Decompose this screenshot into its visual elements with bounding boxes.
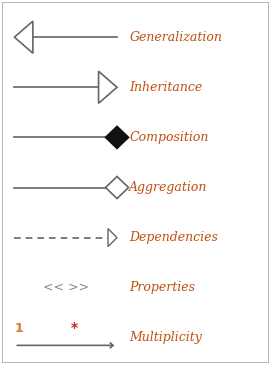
Text: Aggregation: Aggregation: [129, 181, 208, 194]
Text: *: *: [71, 321, 78, 335]
Text: Properties: Properties: [129, 281, 195, 294]
Text: << >>: << >>: [43, 281, 89, 294]
Text: Inheritance: Inheritance: [129, 81, 203, 94]
Polygon shape: [105, 177, 128, 199]
Polygon shape: [14, 21, 33, 53]
Text: 1: 1: [14, 322, 23, 335]
Text: Dependencies: Dependencies: [129, 231, 218, 244]
Polygon shape: [99, 71, 117, 103]
Text: Generalization: Generalization: [129, 31, 222, 44]
Polygon shape: [108, 228, 117, 247]
Polygon shape: [105, 126, 128, 149]
Text: Multiplicity: Multiplicity: [129, 331, 202, 344]
Text: Composition: Composition: [129, 131, 209, 144]
FancyBboxPatch shape: [2, 2, 269, 363]
